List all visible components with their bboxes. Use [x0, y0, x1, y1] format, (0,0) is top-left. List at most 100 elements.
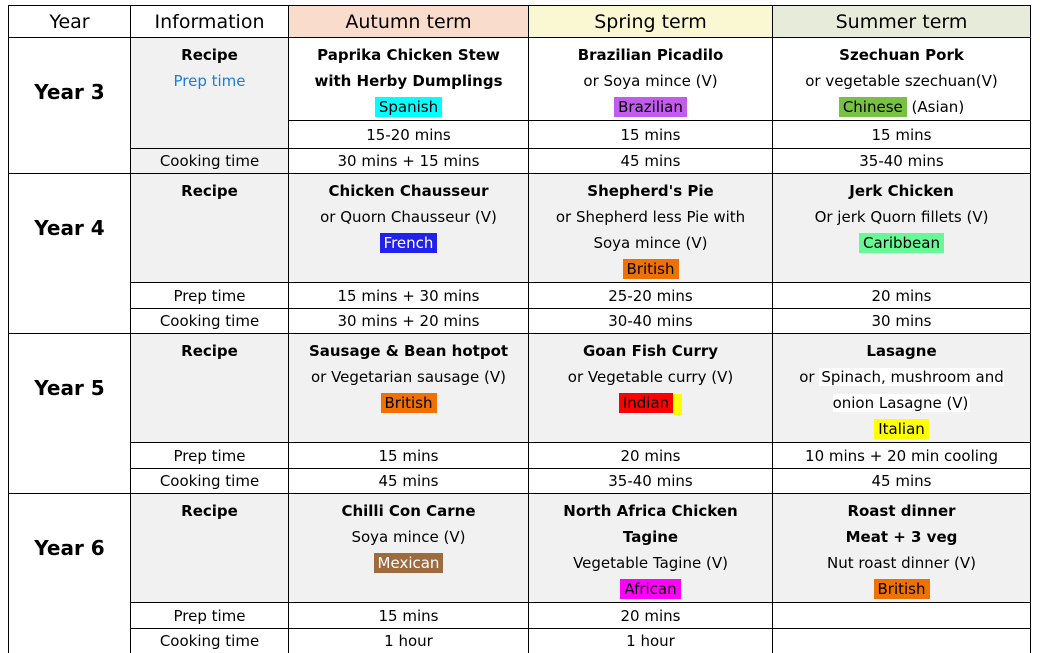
recipe-alt: Nut roast dinner (V) [827, 554, 976, 572]
cuisine-label: Brazilian [614, 97, 687, 117]
year6-prep-row: Prep time 15 mins 20 mins [9, 602, 1031, 629]
cuisine-line: Caribbean [774, 230, 1030, 256]
header-spring-term: Spring term [528, 5, 773, 38]
year3-spring-recipe-cell: Brazilian Picadilo or Soya mince (V) Bra… [528, 37, 773, 121]
year3-prep-row: 15-20 mins 15 mins 15 mins [9, 120, 1031, 149]
year5-summer-cooking: 45 mins [772, 468, 1031, 494]
year5-spring-cooking: 35-40 mins [528, 468, 773, 494]
recipe-alt: or Quorn Chausseur (V) [320, 208, 497, 226]
cooking-time-label: Cooking time [130, 308, 289, 334]
year4-autumn-recipe-cell: Chicken Chausseur or Quorn Chausseur (V)… [288, 173, 529, 283]
header-information: Information [130, 5, 289, 38]
recipe-title: Roast dinner Meat + 3 veg [845, 502, 958, 546]
prep-time-label: Prep time [130, 442, 289, 469]
recipe-alt: or Vegetable curry (V) [567, 368, 734, 386]
year4-prep-row: Prep time 15 mins + 30 mins 25-20 mins 2… [9, 282, 1031, 309]
recipe-label: Recipe [130, 333, 289, 443]
cuisine-line: Spanish [290, 94, 528, 120]
recipe-title: Goan Fish Curry [582, 342, 719, 360]
cuisine-line: British [290, 390, 528, 416]
year6-summer-recipe-cell: Roast dinner Meat + 3 veg Nut roast dinn… [772, 493, 1031, 603]
year5-label-cell: Year 5 [8, 333, 131, 494]
alt-highlighted: Spinach, mushroom and onion Lasagne (V) [819, 368, 1004, 412]
cuisine-label: British [380, 393, 437, 413]
year6-cooking-row: Cooking time 1 hour 1 hour [9, 628, 1031, 653]
year4-spring-recipe-cell: Shepherd's Pie or Shepherd less Pie with… [528, 173, 773, 283]
cuisine-label: British [622, 259, 679, 279]
year4-summer-prep: 20 mins [772, 282, 1031, 309]
year4-autumn-cooking: 30 mins + 20 mins [288, 308, 529, 334]
label-accent [673, 394, 683, 415]
year6-autumn-prep: 15 mins [288, 602, 529, 629]
year6-spring-cooking: 1 hour [528, 628, 773, 653]
year5-autumn-cooking: 45 mins [288, 468, 529, 494]
year4-spring-prep: 25-20 mins [528, 282, 773, 309]
year5-spring-prep: 20 mins [528, 442, 773, 469]
year6-autumn-recipe-cell: Chilli Con Carne Soya mince (V) Mexican [288, 493, 529, 603]
recipe-alt: or Spinach, mushroom and onion Lasagne (… [774, 364, 1030, 416]
recipe-label: Recipe [181, 46, 238, 64]
year3-summer-recipe-cell: Szechuan Pork or vegetable szechuan(V) C… [772, 37, 1031, 121]
header-autumn-term: Autumn term [288, 5, 529, 38]
cuisine-line: French [290, 230, 528, 256]
header-row: Year Information Autumn term Spring term… [8, 5, 1031, 38]
cuisine-label: Mexican [373, 553, 444, 573]
year5-recipe-row: Year 5 Recipe Sausage & Bean hotpot or V… [8, 333, 1031, 494]
year3-label-cell: Year 3 [8, 37, 131, 174]
cuisine-line: African [530, 576, 772, 602]
year4-spring-cooking: 30-40 mins [528, 308, 773, 334]
year3-summer-prep: 15 mins [772, 120, 1031, 149]
year3-autumn-prep: 15-20 mins [288, 120, 529, 149]
recipe-alt: Vegetable Tagine (V) [573, 554, 728, 572]
year4-recipe-row: Year 4 Recipe Chicken Chausseur or Quorn… [8, 173, 1031, 334]
header-year: Year [8, 5, 131, 38]
recipe-title: Sausage & Bean hotpot [308, 342, 509, 360]
recipe-title: Shepherd's Pie [587, 182, 714, 200]
cooking-time-label: Cooking time [130, 628, 289, 653]
header-summer-term: Summer term [772, 5, 1031, 38]
recipe-alt: or Shepherd less Pie with Soya mince (V) [555, 208, 746, 252]
recipe-alt: or Soya mince (V) [583, 72, 718, 90]
cuisine-suffix: (Asian) [906, 98, 965, 116]
cuisine-line: Chinese (Asian) [774, 94, 1030, 120]
alt-prefix: or [799, 368, 820, 386]
recipe-label: Recipe [130, 173, 289, 283]
cuisine-label: Chinese [838, 97, 907, 117]
recipe-alt: Or jerk Quorn fillets (V) [814, 208, 989, 226]
year6-label-cell: Year 6 [8, 493, 131, 653]
year6-summer-cooking [772, 628, 1031, 653]
cooking-time-label: Cooking time [130, 468, 289, 494]
cuisine-line: British [530, 256, 772, 282]
year6-recipe-row: Year 6 Recipe Chilli Con Carne Soya minc… [8, 493, 1031, 653]
year3-spring-cooking: 45 mins [528, 148, 773, 174]
year3-autumn-cooking: 30 mins + 15 mins [288, 148, 529, 174]
cuisine-line: Brazilian [530, 94, 772, 120]
year4-summer-recipe-cell: Jerk Chicken Or jerk Quorn fillets (V) C… [772, 173, 1031, 283]
year5-spring-recipe-cell: Goan Fish Curry or Vegetable curry (V) I… [528, 333, 773, 443]
year6-spring-prep: 20 mins [528, 602, 773, 629]
cuisine-line: British [774, 576, 1030, 602]
recipe-title: Jerk Chicken [849, 182, 954, 200]
year3-summer-cooking: 35-40 mins [772, 148, 1031, 174]
year5-summer-recipe-cell: Lasagne or Spinach, mushroom and onion L… [772, 333, 1031, 443]
year4-label-cell: Year 4 [8, 173, 131, 334]
recipe-title: Chilli Con Carne [341, 502, 476, 520]
recipe-alt: or vegetable szechuan(V) [805, 72, 998, 90]
year3-spring-prep: 15 mins [528, 120, 773, 149]
cuisine-label: African [620, 579, 681, 599]
recipe-alt: or Vegetarian sausage (V) [310, 368, 507, 386]
year6-spring-recipe-cell: North Africa Chicken Tagine Vegetable Ta… [528, 493, 773, 603]
curriculum-table: Year Information Autumn term Spring term… [8, 5, 1031, 653]
year6-summer-prep [772, 602, 1031, 629]
recipe-title: Chicken Chausseur [328, 182, 489, 200]
year4-cooking-row: Cooking time 30 mins + 20 mins 30-40 min… [9, 308, 1031, 334]
prep-time-label: Prep time [130, 602, 289, 629]
cuisine-label: Caribbean [859, 233, 944, 253]
year5-prep-row: Prep time 15 mins 20 mins 10 mins + 20 m… [9, 442, 1031, 469]
recipe-title: Brazilian Picadilo [577, 46, 724, 64]
year3-cooking-row: Cooking time 30 mins + 15 mins 45 mins 3… [9, 148, 1031, 174]
cooking-time-label: Cooking time [130, 148, 289, 174]
recipe-title: Paprika Chicken Stew with Herby Dumpling… [314, 46, 503, 90]
cuisine-label: French [379, 233, 438, 253]
cuisine-line: Italian [774, 416, 1030, 442]
